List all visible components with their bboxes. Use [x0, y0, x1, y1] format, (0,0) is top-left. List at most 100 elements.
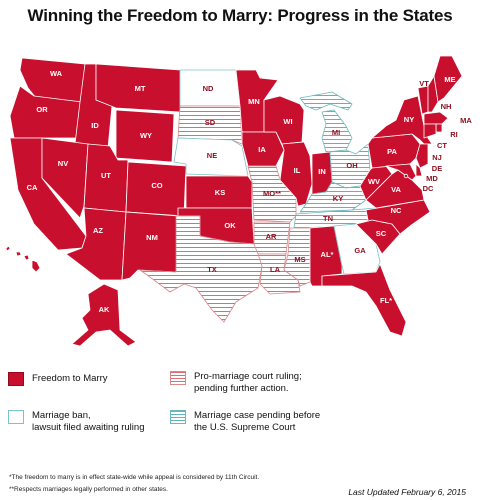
state-ND[interactable]: ND — [179, 69, 241, 107]
state-label-MA: MA — [460, 116, 472, 125]
legend-swatch-freedom — [8, 372, 24, 386]
state-WV[interactable]: WV — [359, 163, 393, 201]
state-DC[interactable]: DC — [403, 173, 434, 193]
state-label-NJ: NJ — [432, 153, 442, 162]
state-label-WA: WA — [50, 69, 63, 78]
state-label-DE: DE — [432, 164, 442, 173]
state-NM[interactable]: NM — [121, 211, 179, 281]
state-NC[interactable]: NC — [355, 199, 431, 235]
state-CT[interactable]: CT — [423, 123, 447, 150]
state-label-ID: ID — [91, 121, 99, 130]
state-label-WV: WV — [368, 177, 380, 186]
state-AR[interactable]: AR — [253, 221, 291, 255]
state-NV[interactable]: NV — [41, 137, 89, 219]
state-AK[interactable]: AK — [71, 283, 137, 347]
state-KS[interactable]: KS — [185, 175, 253, 209]
state-label-NV: NV — [58, 159, 68, 168]
state-label-PA: PA — [387, 147, 397, 156]
state-NH[interactable]: NH — [427, 75, 452, 113]
state-SD[interactable]: SD — [177, 105, 243, 145]
state-label-FL: FL* — [380, 296, 392, 305]
state-MI[interactable]: MI — [299, 91, 353, 153]
footnote-1: *The freedom to marry is in effect state… — [9, 474, 260, 481]
state-label-WI: WI — [283, 117, 292, 126]
state-MT[interactable]: MT — [95, 63, 181, 113]
legend-court-line1: Pro-marriage court ruling; — [194, 371, 302, 382]
state-label-OH: OH — [346, 161, 357, 170]
state-label-UT: UT — [101, 171, 111, 180]
state-label-SC: SC — [376, 229, 387, 238]
state-label-ND: ND — [203, 84, 214, 93]
state-label-CA: CA — [27, 183, 38, 192]
state-label-MI: MI — [332, 128, 340, 137]
state-label-TN: TN — [323, 214, 333, 223]
state-label-HI: HI — [16, 267, 24, 276]
state-label-IA: IA — [258, 145, 266, 154]
state-label-AK: AK — [99, 305, 110, 314]
state-label-NC: NC — [391, 206, 402, 215]
us-states-map: WA OR ID CA NV MT WY UT CO AZ NM ND SD N… — [5, 55, 472, 347]
legend-pending-line1: Marriage case pending before — [194, 410, 321, 421]
legend-ban-line2: lawsuit filed awaiting ruling — [32, 422, 145, 433]
state-label-OR: OR — [36, 105, 48, 114]
state-MD[interactable]: MD — [385, 163, 438, 183]
legend-pending-line2: the U.S. Supreme Court — [194, 422, 296, 433]
state-DE[interactable]: DE — [415, 163, 442, 177]
state-label-VA: VA — [391, 185, 401, 194]
state-label-MO: MO** — [263, 189, 281, 198]
state-label-WY: WY — [140, 131, 152, 140]
state-ME[interactable]: ME — [433, 55, 463, 103]
state-label-NH: NH — [441, 102, 452, 111]
state-label-NY: NY — [404, 115, 414, 124]
state-label-OK: OK — [224, 221, 236, 230]
state-PA[interactable]: PA — [367, 133, 421, 169]
legend-freedom: Freedom to Marry — [8, 372, 108, 386]
state-label-TX: TX — [207, 265, 217, 274]
state-label-RI: RI — [450, 130, 458, 139]
state-label-DC: DC — [423, 184, 434, 193]
state-NE[interactable]: NE — [173, 137, 249, 177]
state-label-CT: CT — [437, 141, 447, 150]
state-IA[interactable]: IA — [241, 131, 285, 167]
state-label-NE: NE — [207, 151, 217, 160]
legend-court-line2: pending further action. — [194, 383, 289, 394]
state-label-LA: LA — [270, 265, 281, 274]
state-KY[interactable]: KY — [299, 181, 367, 213]
state-label-MN: MN — [248, 97, 260, 106]
state-label-KY: KY — [333, 194, 343, 203]
state-label-CO: CO — [151, 181, 162, 190]
legend-ban-line1: Marriage ban, — [32, 410, 91, 421]
legend-pending: Marriage case pending before the U.S. Su… — [170, 410, 320, 434]
state-label-AL: AL* — [321, 250, 334, 259]
state-WY[interactable]: WY — [115, 109, 175, 163]
state-LA[interactable]: LA — [257, 253, 301, 295]
legend-swatch-court — [170, 371, 186, 385]
state-TX[interactable]: TX — [139, 215, 263, 323]
legend-swatch-pending — [170, 410, 186, 424]
state-label-MT: MT — [135, 84, 146, 93]
state-NJ[interactable]: NJ — [415, 143, 442, 169]
last-updated: Last Updated February 6, 2015 — [348, 487, 466, 497]
legend-court: Pro-marriage court ruling; pending furth… — [170, 371, 302, 395]
state-label-AZ: AZ — [93, 226, 103, 235]
legend-label-pending: Marriage case pending before the U.S. Su… — [194, 410, 320, 434]
legend-label-court: Pro-marriage court ruling; pending furth… — [194, 371, 302, 395]
state-IL[interactable]: IL — [279, 141, 313, 207]
state-CO[interactable]: CO — [125, 161, 187, 217]
state-label-IL: IL — [294, 166, 301, 175]
state-HI[interactable]: HI — [5, 245, 41, 276]
state-MA[interactable]: MA — [423, 111, 472, 125]
legend-label-ban: Marriage ban, lawsuit filed awaiting rul… — [32, 410, 144, 434]
state-label-VT: VT — [419, 79, 429, 88]
state-label-AR: AR — [266, 232, 277, 241]
legend-label-freedom: Freedom to Marry — [32, 373, 108, 384]
legend-swatch-ban — [8, 410, 24, 424]
state-label-ME: ME — [444, 75, 455, 84]
state-FL[interactable]: FL* — [321, 263, 407, 337]
state-label-KS: KS — [215, 188, 225, 197]
state-RI[interactable]: RI — [435, 123, 458, 139]
state-label-MS: MS — [294, 255, 305, 264]
map-title: Winning the Freedom to Marry: Progress i… — [27, 6, 453, 25]
state-label-IN: IN — [318, 167, 326, 176]
state-label-NM: NM — [146, 233, 158, 242]
